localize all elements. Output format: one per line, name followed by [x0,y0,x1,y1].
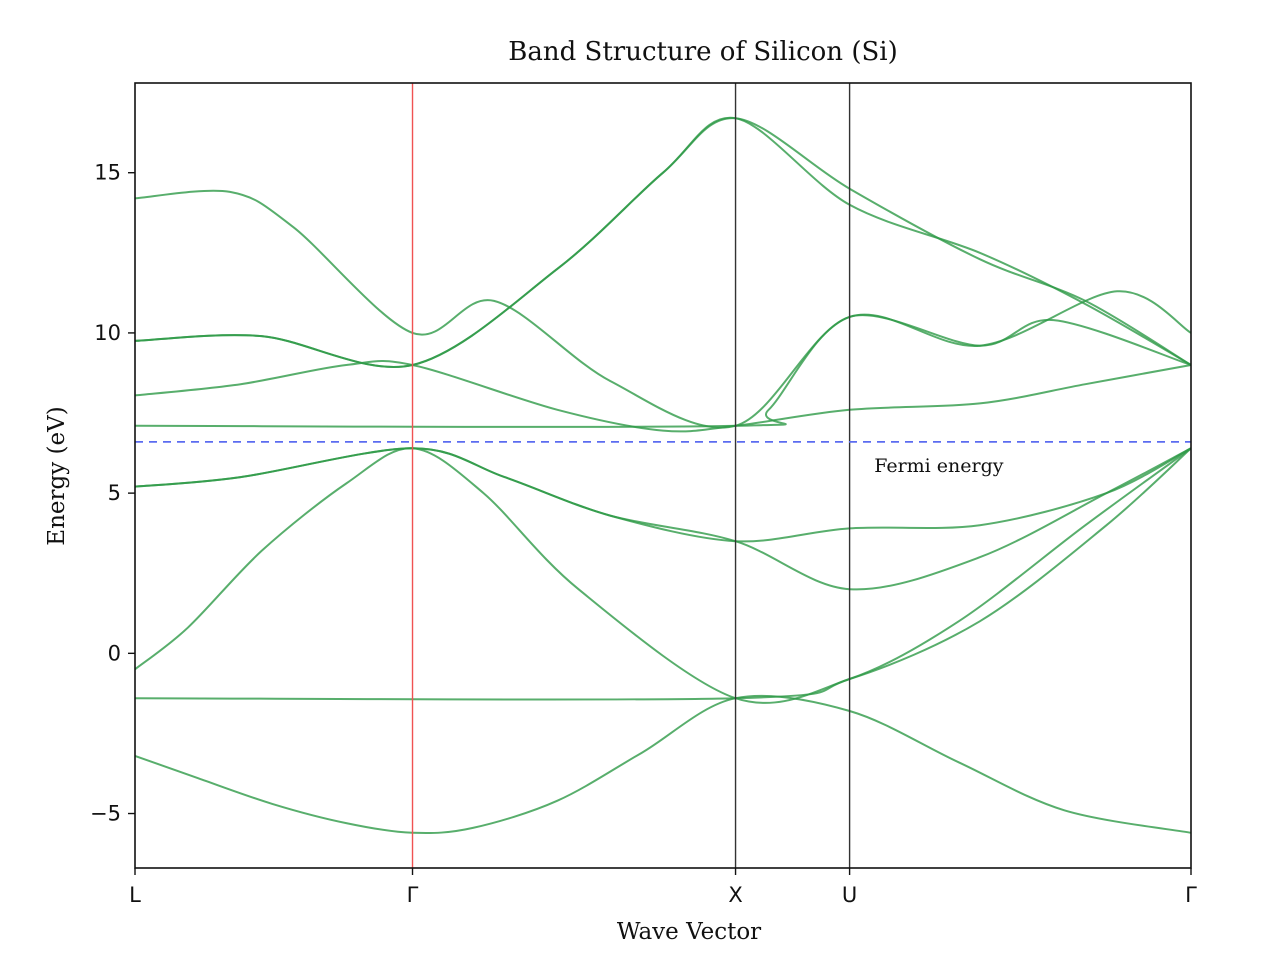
x-tick-label: X [728,883,742,907]
chart-title: Band Structure of Silicon (Si) [508,37,897,67]
band-line-7 [134,116,1192,368]
band-line-3 [134,447,1192,701]
band-line-9 [134,189,1192,429]
x-tick-label: Γ [1185,883,1197,907]
band-line-6 [134,360,1192,433]
band-line-10 [134,314,1192,428]
y-tick-label: 10 [94,321,121,345]
band-line-5 [134,447,1192,543]
x-tick-label: U [842,883,857,907]
band-line-2 [134,447,1192,704]
band-line-4 [134,447,1192,591]
x-tick-label: L [129,883,141,907]
y-tick-label: 5 [108,481,121,505]
fermi-energy-label: Fermi energy [874,455,1004,477]
x-tick-label: Γ [407,883,419,907]
band-line-1 [134,694,1192,835]
plot-area: Fermi energy [134,83,1192,868]
x-axis-label: Wave Vector [617,919,761,945]
y-tick-label: 15 [94,161,121,185]
y-tick-label: 0 [108,641,121,665]
y-tick-label: −5 [90,802,121,826]
axes: −5 0 5 10 15 L Γ X U Γ [90,161,1197,907]
band-line-8 [134,117,1192,368]
y-axis-label: Energy (eV) [44,406,70,545]
plot-frame [134,82,1192,869]
